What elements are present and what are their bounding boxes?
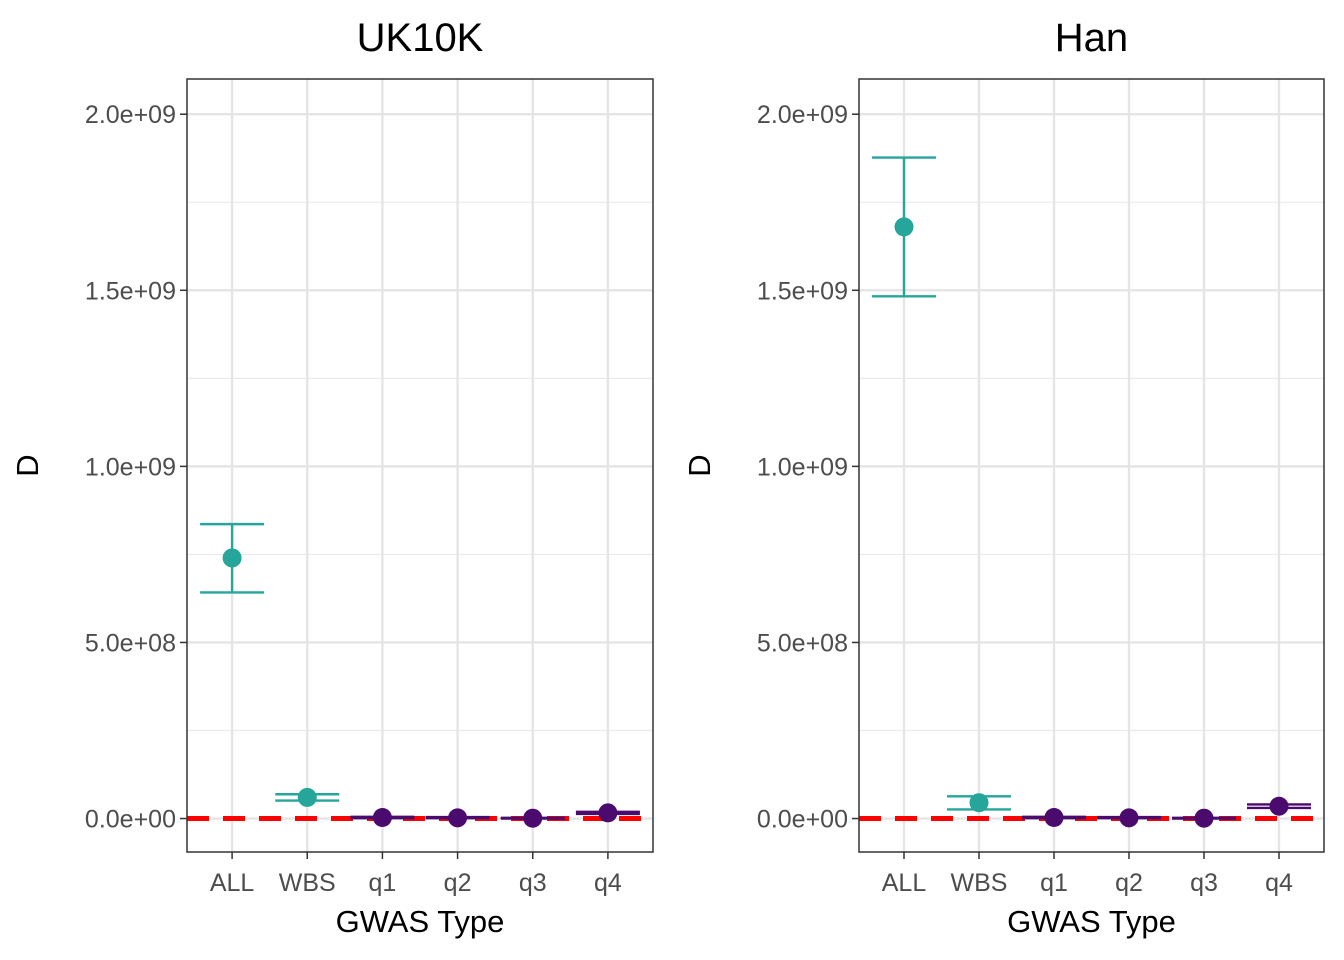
x-tick-label: q2 (1115, 869, 1143, 897)
panel-uk10k: 0.0e+00 5.0e+08 1.0e+09 1.5e+09 2.0e+09 ALL WB… (10, 16, 654, 939)
y-tick-label: 1.5e+09 (85, 277, 176, 305)
y-tick-label: 5.0e+08 (757, 629, 848, 657)
data-point-wbs (297, 787, 317, 807)
data-point-q2 (1119, 808, 1139, 828)
plot-border (858, 78, 1325, 853)
y-axis-title: D (10, 454, 45, 476)
y-axis-title: D (682, 454, 717, 476)
data-point-wbs (969, 793, 989, 813)
panel-title: Han (1055, 16, 1128, 60)
x-tick-label: q1 (1040, 869, 1068, 897)
x-tick-label: WBS (279, 869, 336, 897)
y-tick-label: 1.5e+09 (757, 277, 848, 305)
x-tick-label: ALL (210, 869, 255, 897)
plot-border (186, 78, 654, 853)
data-point-q3 (1194, 808, 1214, 828)
x-tick-label: WBS (951, 869, 1008, 897)
data-point-all (894, 217, 914, 237)
panel-title: UK10K (357, 16, 484, 60)
y-tick-label: 1.0e+09 (757, 453, 848, 481)
y-tick-label: 5.0e+08 (85, 629, 176, 657)
y-tick-label: 0.0e+00 (85, 806, 176, 834)
x-tick-label: q1 (369, 869, 397, 897)
x-axis-title: GWAS Type (1007, 904, 1176, 939)
x-tick-label: q2 (444, 869, 472, 897)
data-point-q1 (372, 807, 392, 827)
panel-han: 0.0e+00 5.0e+08 1.0e+09 1.5e+09 2.0e+09 ALL WB… (682, 16, 1325, 939)
y-tick-label: 2.0e+09 (757, 101, 848, 129)
data-point-q4 (598, 803, 618, 823)
data-point-all (222, 548, 242, 568)
data-point-q4 (1269, 796, 1289, 816)
x-tick-label: q4 (1265, 869, 1293, 897)
data-point-q2 (448, 808, 468, 828)
y-tick-label: 2.0e+09 (85, 101, 176, 129)
y-tick-label: 1.0e+09 (85, 453, 176, 481)
data-point-q3 (523, 808, 543, 828)
x-tick-label: q3 (519, 869, 547, 897)
x-tick-label: ALL (882, 869, 927, 897)
x-tick-label: q3 (1190, 869, 1218, 897)
data-point-q1 (1044, 807, 1064, 827)
y-tick-label: 0.0e+00 (757, 806, 848, 834)
x-axis-title: GWAS Type (336, 904, 505, 939)
x-tick-label: q4 (594, 869, 622, 897)
